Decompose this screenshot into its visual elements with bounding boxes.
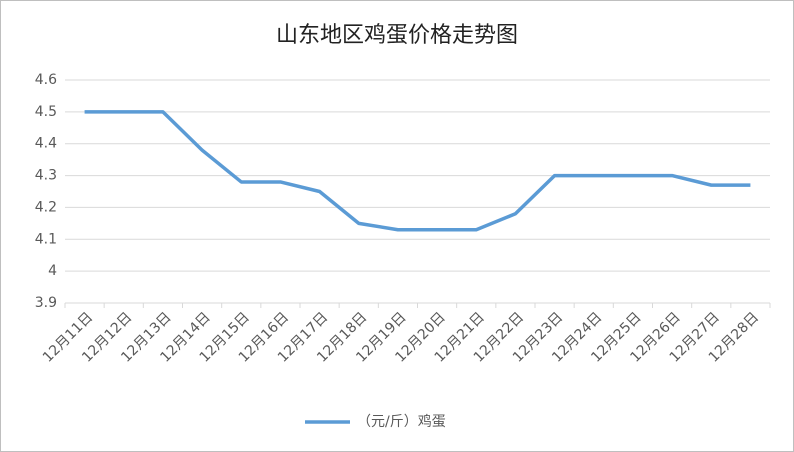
y-tick-label: 4.1 [35, 231, 57, 247]
y-tick-label: 4.6 [35, 72, 57, 88]
y-tick-label: 4.3 [35, 168, 57, 184]
y-tick-label: 4.2 [35, 199, 57, 215]
y-tick-label: 4.4 [35, 136, 57, 152]
line-series [84, 110, 751, 232]
chart-title: 山东地区鸡蛋价格走势图 [276, 23, 518, 48]
y-tick-label: 4 [48, 263, 57, 279]
y-tick-label: 3.9 [35, 295, 57, 311]
legend-label: （元/斤）鸡蛋 [357, 413, 446, 430]
y-tick-label: 4.5 [35, 104, 57, 120]
